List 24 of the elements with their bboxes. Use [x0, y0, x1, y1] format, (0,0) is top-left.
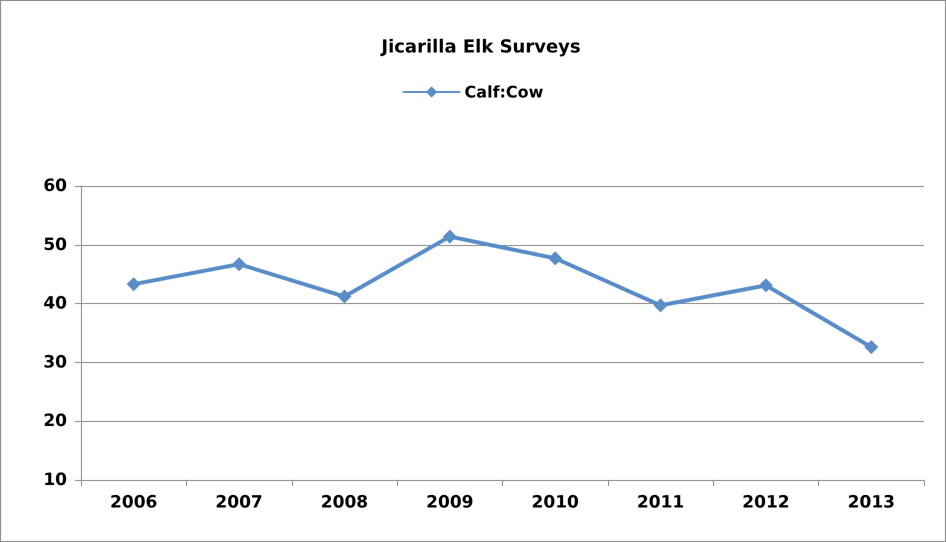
y-tick-label: 60: [43, 176, 68, 196]
y-tick-label: 30: [43, 352, 68, 372]
y-tick-label: 10: [43, 470, 68, 490]
x-tick-label: 2013: [848, 492, 895, 512]
x-tick-label: 2008: [320, 492, 368, 512]
x-tick-label: 2012: [742, 492, 790, 512]
legend-label: Calf:Cow: [464, 82, 544, 102]
point: [442, 230, 457, 244]
x-tick-label: 2009: [426, 492, 474, 512]
y-tick-label: 20: [43, 411, 68, 432]
point: [654, 298, 668, 312]
point: [337, 290, 352, 304]
point: [232, 257, 246, 272]
x-tick-label: 2010: [532, 492, 580, 512]
y-tick-label: 50: [43, 234, 68, 255]
y-tick-label: 40: [43, 294, 68, 314]
x-tick-label: 2007: [215, 492, 263, 512]
chart-title: Jicarilla Elk Surveys: [379, 36, 581, 58]
point: [548, 251, 562, 266]
point: [864, 340, 878, 354]
x-tick-label: 2011: [636, 492, 684, 512]
x-tick-label: 2006: [110, 492, 158, 512]
point: [758, 278, 773, 292]
point: [126, 277, 141, 292]
